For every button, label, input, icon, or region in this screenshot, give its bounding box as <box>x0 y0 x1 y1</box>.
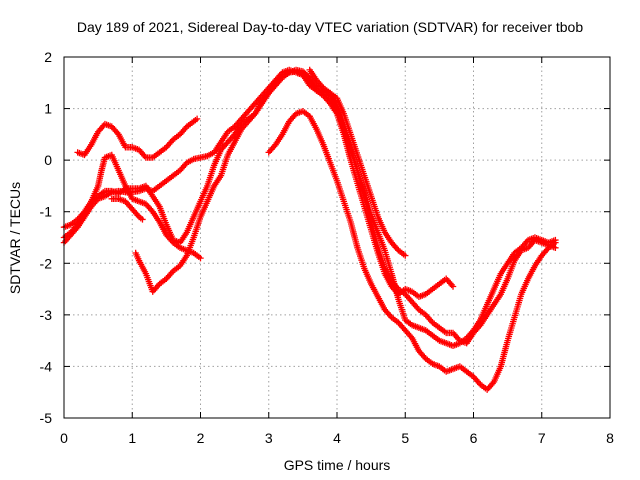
y-tick-label: 2 <box>44 49 52 65</box>
data-point-plus <box>139 216 146 223</box>
series-track-8 <box>306 66 559 349</box>
y-tick-label: -1 <box>40 204 53 220</box>
y-tick-label: -5 <box>40 410 53 426</box>
x-tick-label: 7 <box>538 430 546 446</box>
data-point-plus <box>197 254 204 262</box>
x-axis-tick-labels: 0 1 2 3 4 5 6 7 8 <box>60 430 614 446</box>
data-series <box>60 66 559 393</box>
y-tick-label: -2 <box>40 255 53 271</box>
data-point-plus <box>193 115 201 123</box>
data-point-plus <box>552 236 559 244</box>
x-tick-label: 4 <box>333 430 341 446</box>
y-tick-label: -4 <box>40 358 53 374</box>
series-track-5 <box>108 195 146 223</box>
data-point-plus <box>402 252 409 259</box>
series-track-1 <box>74 115 201 161</box>
series-track-7 <box>265 107 559 393</box>
y-tick-label: -3 <box>40 307 53 323</box>
y-axis-tick-labels: -5 -4 -3 -2 -1 0 1 2 <box>40 49 53 426</box>
data-point-plus <box>449 283 457 290</box>
x-tick-label: 0 <box>60 430 68 446</box>
series-track-4 <box>60 66 457 301</box>
y-axis-label: SDTVAR / TECUs <box>7 182 23 294</box>
x-tick-label: 2 <box>197 430 205 446</box>
x-tick-label: 1 <box>128 430 136 446</box>
axis-ticks <box>63 56 611 419</box>
chart-title: Day 189 of 2021, Sidereal Day-to-day VTE… <box>77 19 584 35</box>
x-tick-label: 8 <box>606 430 614 446</box>
x-tick-label: 6 <box>470 430 478 446</box>
y-tick-label: 0 <box>44 152 52 168</box>
y-tick-label: 1 <box>44 101 52 117</box>
x-tick-label: 5 <box>401 430 409 446</box>
x-axis-label: GPS time / hours <box>284 457 391 473</box>
x-tick-label: 3 <box>265 430 273 446</box>
